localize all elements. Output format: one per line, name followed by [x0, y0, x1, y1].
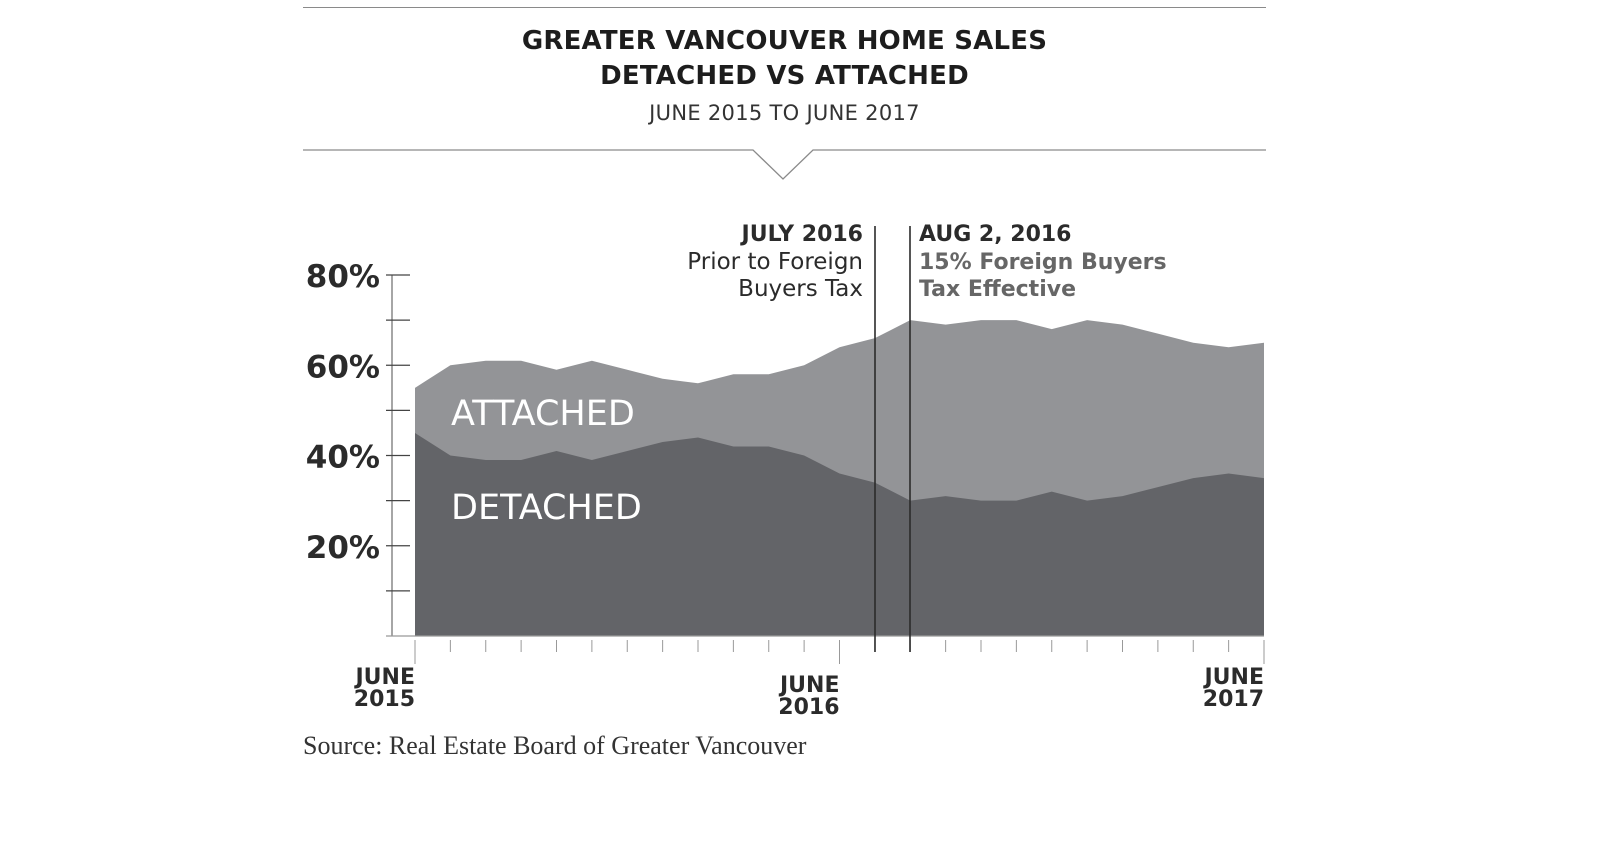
y-tick-label: 80%: [306, 259, 380, 295]
attached-area-label: ATTACHED: [451, 394, 635, 434]
source-note: Source: Real Estate Board of Greater Van…: [303, 731, 807, 760]
annotation-text: Buyers Tax: [738, 276, 863, 302]
annotation-text: 15% Foreign Buyers: [919, 250, 1167, 275]
y-axis: 20% 40% 60% 80%: [306, 259, 1264, 637]
svg-text:2017: 2017: [1203, 687, 1264, 712]
chart-title-line2: DETACHED VS ATTACHED: [600, 61, 969, 91]
svg-text:JUNE: JUNE: [354, 665, 416, 690]
annotation-heading: AUG 2, 2016: [919, 222, 1072, 247]
top-rule: [303, 7, 1266, 8]
svg-text:JUNE: JUNE: [1203, 665, 1265, 690]
chart-areas: [415, 320, 1264, 636]
chart-subtitle: JUNE 2015 TO JUNE 2017: [649, 101, 920, 125]
y-tick-label: 60%: [306, 349, 380, 385]
y-tick-label: 20%: [306, 530, 380, 566]
area-labels: ATTACHED DETACHED: [451, 394, 642, 528]
annotation-text: Tax Effective: [919, 277, 1076, 302]
detached-area-label: DETACHED: [451, 488, 642, 528]
y-tick-label: 40%: [306, 440, 380, 476]
svg-text:2016: 2016: [778, 695, 839, 720]
chart-title-line1: GREATER VANCOUVER HOME SALES: [521, 26, 1048, 56]
svg-text:JUNE: JUNE: [778, 673, 840, 698]
svg-text:2015: 2015: [354, 687, 415, 712]
detached-area: [415, 432, 1264, 636]
header-divider-pointer: [303, 149, 1266, 180]
annotation-text: Prior to Foreign: [687, 249, 863, 275]
annotation-heading: JULY 2016: [740, 222, 863, 247]
